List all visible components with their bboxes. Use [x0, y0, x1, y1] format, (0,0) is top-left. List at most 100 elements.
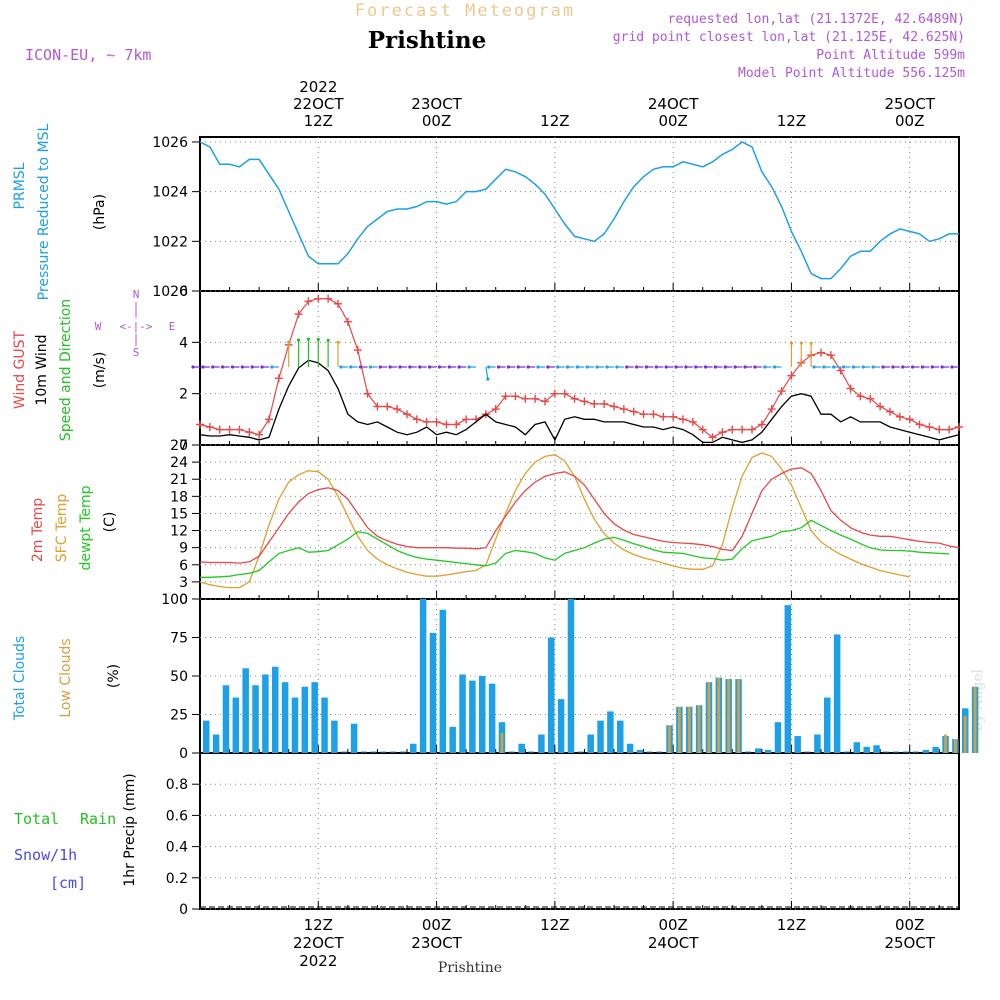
- wind-arrow-head: [565, 365, 570, 369]
- low-cloud-bar: [944, 734, 947, 753]
- wind-speed-line: [199, 359, 960, 444]
- wind-arrow-head: [575, 365, 580, 369]
- wind-label: 10m Wind: [34, 334, 50, 405]
- total-cloud-bar: [410, 743, 417, 753]
- pressure-ytick-label: 1022: [152, 234, 188, 250]
- wind-arrow-head: [684, 365, 688, 369]
- bottom-time-label: 12Z: [540, 916, 569, 934]
- wind-arrow-head: [398, 365, 402, 369]
- top-time-label: 23OCT: [411, 95, 462, 113]
- temp-ytick-label: 9: [179, 541, 188, 557]
- total-cloud-bar: [449, 726, 456, 753]
- temp-ytick-label: 27: [170, 438, 188, 454]
- cloud-unit: (%): [106, 664, 122, 688]
- total-cloud-bar: [439, 609, 447, 753]
- wind-arrow-head: [536, 365, 540, 369]
- total-cloud-bar: [922, 749, 930, 753]
- bottom-time-label: 00Z: [658, 916, 687, 934]
- top-time-label: 00Z: [422, 112, 451, 130]
- wind-arrow-head: [230, 365, 235, 369]
- top-time-label: 00Z: [658, 112, 687, 130]
- total-cloud-bar: [567, 599, 575, 753]
- wind-arrow-head: [496, 365, 501, 369]
- cloud-ytick-label: 100: [161, 592, 188, 608]
- low-cloud-bar: [737, 679, 740, 753]
- bottom-time-label: 2022: [299, 952, 337, 970]
- prmsl-label: PRMSL: [12, 162, 28, 209]
- location-title: Prishtine: [368, 27, 487, 54]
- low-cloud-bar: [717, 677, 721, 753]
- wind-arrow-head: [743, 365, 747, 369]
- dewpt-line: [200, 519, 950, 578]
- wind-arrow-head: [861, 365, 865, 369]
- total-cloud-bar: [617, 720, 624, 753]
- wind-arrow-head: [526, 365, 530, 369]
- total-cloud-bar: [281, 682, 289, 753]
- top-time-label: 2022: [299, 78, 337, 96]
- t2m-label: 2m Temp: [30, 498, 46, 562]
- wind-arrow-head: [388, 365, 392, 369]
- temp-ytick-label: 24: [170, 455, 188, 471]
- footer-location: Prishtine: [438, 960, 502, 976]
- wind-arrow-head: [296, 338, 301, 342]
- total-cloud-bar: [479, 676, 486, 753]
- low-cloud-bar: [707, 682, 711, 753]
- top-time-label: 25OCT: [884, 95, 935, 113]
- total-cloud-bar: [222, 685, 230, 753]
- wind-arrow-head: [809, 341, 813, 345]
- pressure-panel-labels: PRMSL Pressure Reduced to MSL (hPa): [12, 123, 108, 300]
- precip-ytick-label: 0.8: [166, 777, 188, 793]
- precip-frame: [199, 752, 960, 910]
- low-cloud-bar: [500, 732, 504, 753]
- wind-arrow-head: [910, 365, 915, 369]
- wind-arrow: [485, 366, 489, 380]
- wind-arrow-head: [920, 365, 925, 369]
- gust-line: [199, 298, 960, 439]
- wind-arrow-head: [812, 365, 816, 369]
- bottom-time-label: 12Z: [304, 916, 333, 934]
- wind-ytick-label: 2: [179, 387, 188, 403]
- wind-arrow-head: [287, 340, 291, 344]
- cloud-ytick-label: 25: [170, 708, 188, 724]
- top-time-label: 24OCT: [648, 95, 699, 113]
- temp-ytick-label: 18: [170, 489, 188, 505]
- temp-ytick-label: 3: [179, 575, 188, 591]
- wind-arrow-head: [270, 365, 274, 369]
- wind-arrow-head: [832, 365, 836, 369]
- total-cloud-bar: [636, 749, 644, 753]
- svg-text:<-|->: <-|->: [119, 320, 152, 333]
- cloud-panel-labels: Total Clouds Low Clouds (%): [12, 636, 122, 721]
- model-label: ICON-EU, ~ 7km: [25, 46, 151, 64]
- total-cloud-bar: [262, 674, 269, 753]
- low-cloud-bar: [697, 705, 701, 753]
- temp-frame: [199, 444, 960, 600]
- dewpt-label: dewpt Temp: [78, 485, 94, 570]
- svg-text:N: N: [133, 288, 140, 301]
- wind-arrow-head: [871, 365, 875, 369]
- wind-arrow-head: [625, 365, 629, 369]
- pressure-ytick-label: 1026: [152, 135, 188, 151]
- low-clouds-label: Low Clouds: [58, 638, 74, 717]
- wind-arrow-head: [378, 365, 382, 369]
- bottom-time-label: 25OCT: [884, 934, 935, 952]
- snow-label: Snow/1h: [14, 846, 77, 864]
- wind-arrow-head: [418, 365, 422, 369]
- wind-unit: (m/s): [92, 352, 108, 389]
- wind-arrow-head: [306, 337, 311, 341]
- pressure-desc-label: Pressure Reduced to MSL: [36, 123, 52, 300]
- forecast-title: Forecast Meteogram: [355, 1, 575, 21]
- wind-arrow-head: [703, 365, 708, 369]
- total-cloud-bar: [794, 736, 801, 753]
- wind-arrow-head: [201, 365, 205, 369]
- cloud-ytick-label: 0: [179, 746, 188, 762]
- total-cloud-bar: [429, 632, 437, 753]
- wind-arrow-head: [585, 365, 589, 369]
- t2m-line: [199, 467, 960, 564]
- wind-arrow-head: [891, 365, 895, 369]
- precip-unit: 1hr Precip (mm): [122, 773, 138, 886]
- wind-frame: [199, 290, 960, 446]
- precip-ytick-label: 0: [179, 902, 188, 918]
- low-cloud-bar: [677, 706, 681, 753]
- total-cloud-bar: [252, 685, 259, 753]
- total-cloud-bar: [607, 711, 614, 753]
